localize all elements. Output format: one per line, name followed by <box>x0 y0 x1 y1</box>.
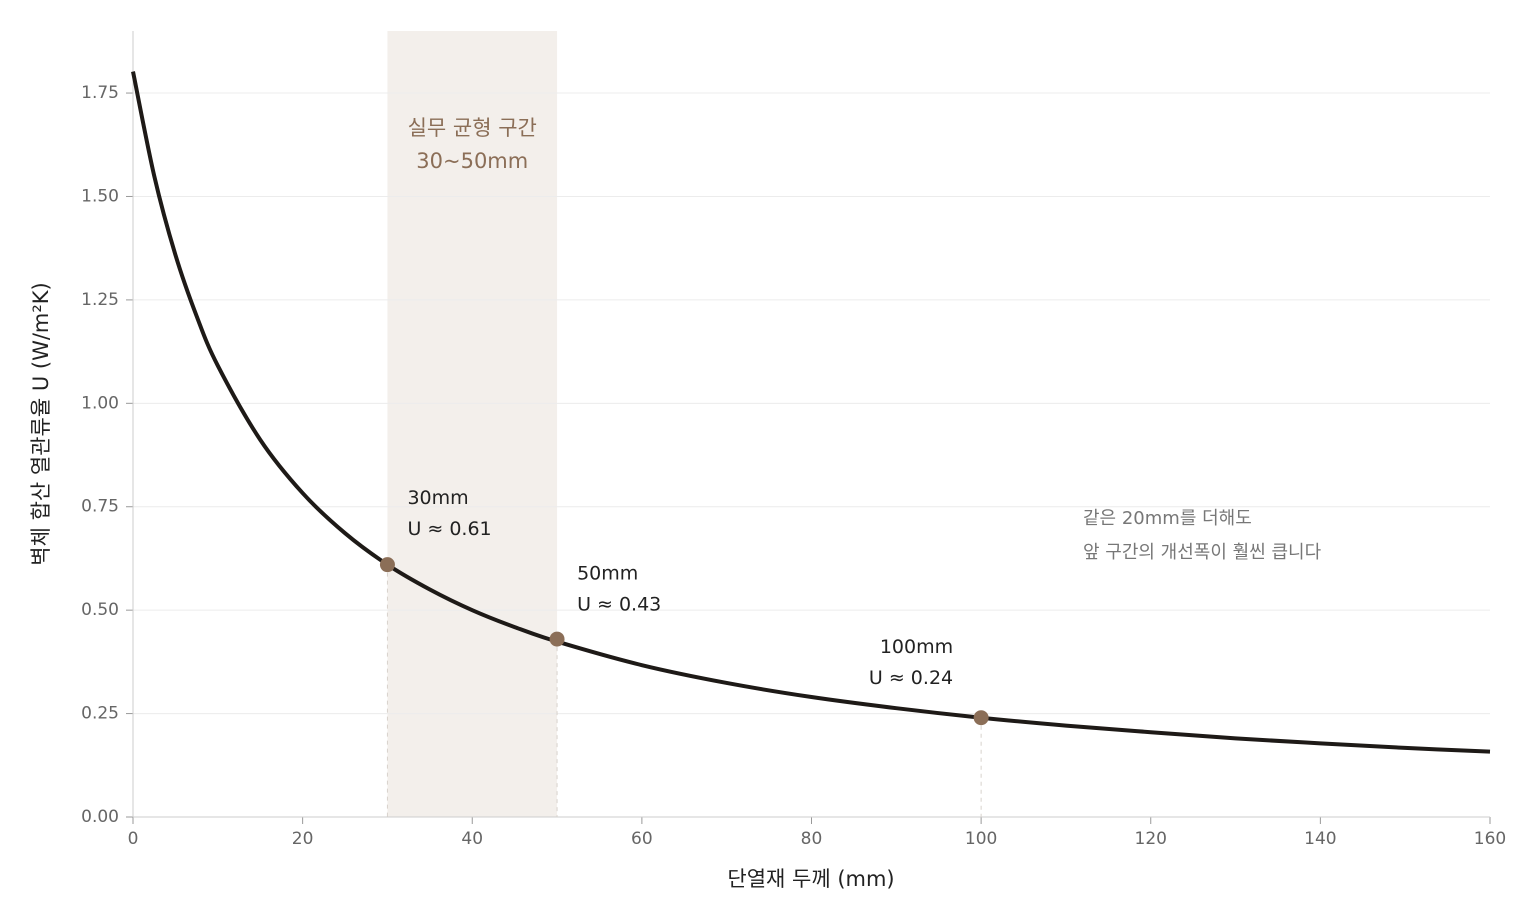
point-label: 30mm <box>407 487 468 509</box>
y-tick-label: 0.50 <box>81 600 119 620</box>
y-tick-label: 0.75 <box>81 497 119 517</box>
point-value-label: U ≈ 0.24 <box>869 667 953 689</box>
y-tick-label: 1.00 <box>81 393 119 413</box>
y-tick-label: 1.75 <box>81 83 119 103</box>
point-label: 100mm <box>880 636 953 658</box>
x-tick-label: 20 <box>292 829 314 849</box>
point-value-label: U ≈ 0.43 <box>577 594 661 616</box>
x-tick-label: 60 <box>631 829 653 849</box>
y-tick-label: 1.50 <box>81 186 119 206</box>
curve <box>131 71 1491 754</box>
note: 같은 20mm를 더해도 <box>1083 508 1252 529</box>
note: 앞 구간의 개선폭이 훨씬 큽니다 <box>1083 542 1322 563</box>
x-tick-label: 120 <box>1135 829 1167 849</box>
highlight-point <box>973 710 989 726</box>
x-tick-label: 40 <box>461 829 483 849</box>
y-tick-label: 1.25 <box>81 290 119 310</box>
y-tick-label: 0.25 <box>81 704 119 724</box>
x-tick-label: 140 <box>1304 829 1336 849</box>
x-tick-label: 100 <box>965 829 997 849</box>
x-tick-label: 80 <box>801 829 823 849</box>
band-label: 실무 균형 구간 <box>408 116 537 140</box>
highlight-band <box>387 31 558 817</box>
point-value-label: U ≈ 0.61 <box>407 518 491 540</box>
x-axis-title: 단열재 두께 (mm) <box>727 867 894 891</box>
point-label: 50mm <box>577 563 638 585</box>
x-tick-label: 0 <box>128 829 139 849</box>
highlight-point <box>379 557 395 573</box>
y-tick-label: 0.00 <box>81 807 119 827</box>
highlight-point <box>549 631 565 647</box>
y-axis-title: 벽체 합산 열관류율 U (W/m²K) <box>29 282 53 566</box>
x-tick-label: 160 <box>1474 829 1506 849</box>
band-label: 30~50mm <box>416 149 528 173</box>
